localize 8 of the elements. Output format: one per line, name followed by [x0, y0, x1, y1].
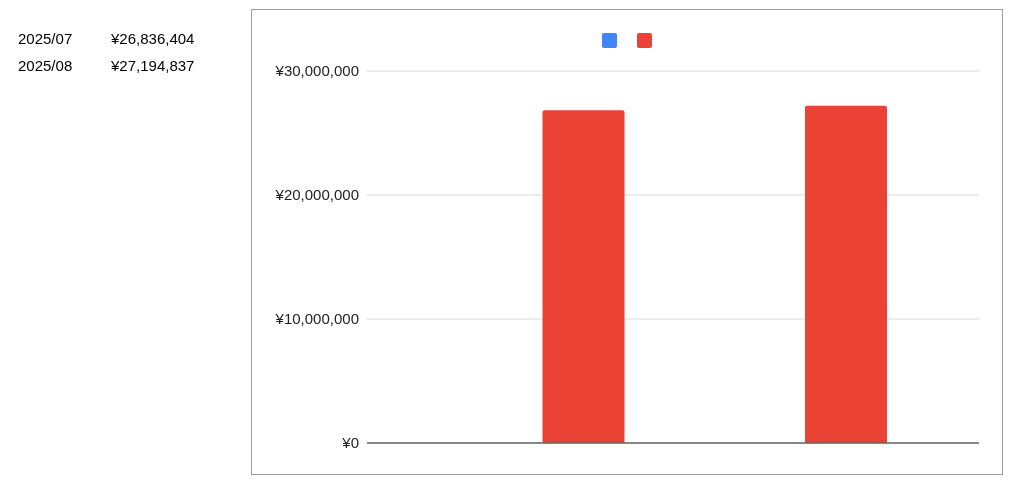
text: ¥26,836,404: [111, 29, 195, 49]
y-tick-label: ¥0: [341, 434, 359, 452]
text: ¥27,194,837: [111, 56, 195, 76]
y-tick-label: ¥30,000,000: [274, 62, 359, 80]
text: 2025/07: [18, 29, 74, 49]
y-tick-label: ¥10,000,000: [274, 310, 359, 328]
text: 2025/08: [18, 56, 74, 76]
y-tick-label: ¥20,000,000: [274, 186, 359, 204]
